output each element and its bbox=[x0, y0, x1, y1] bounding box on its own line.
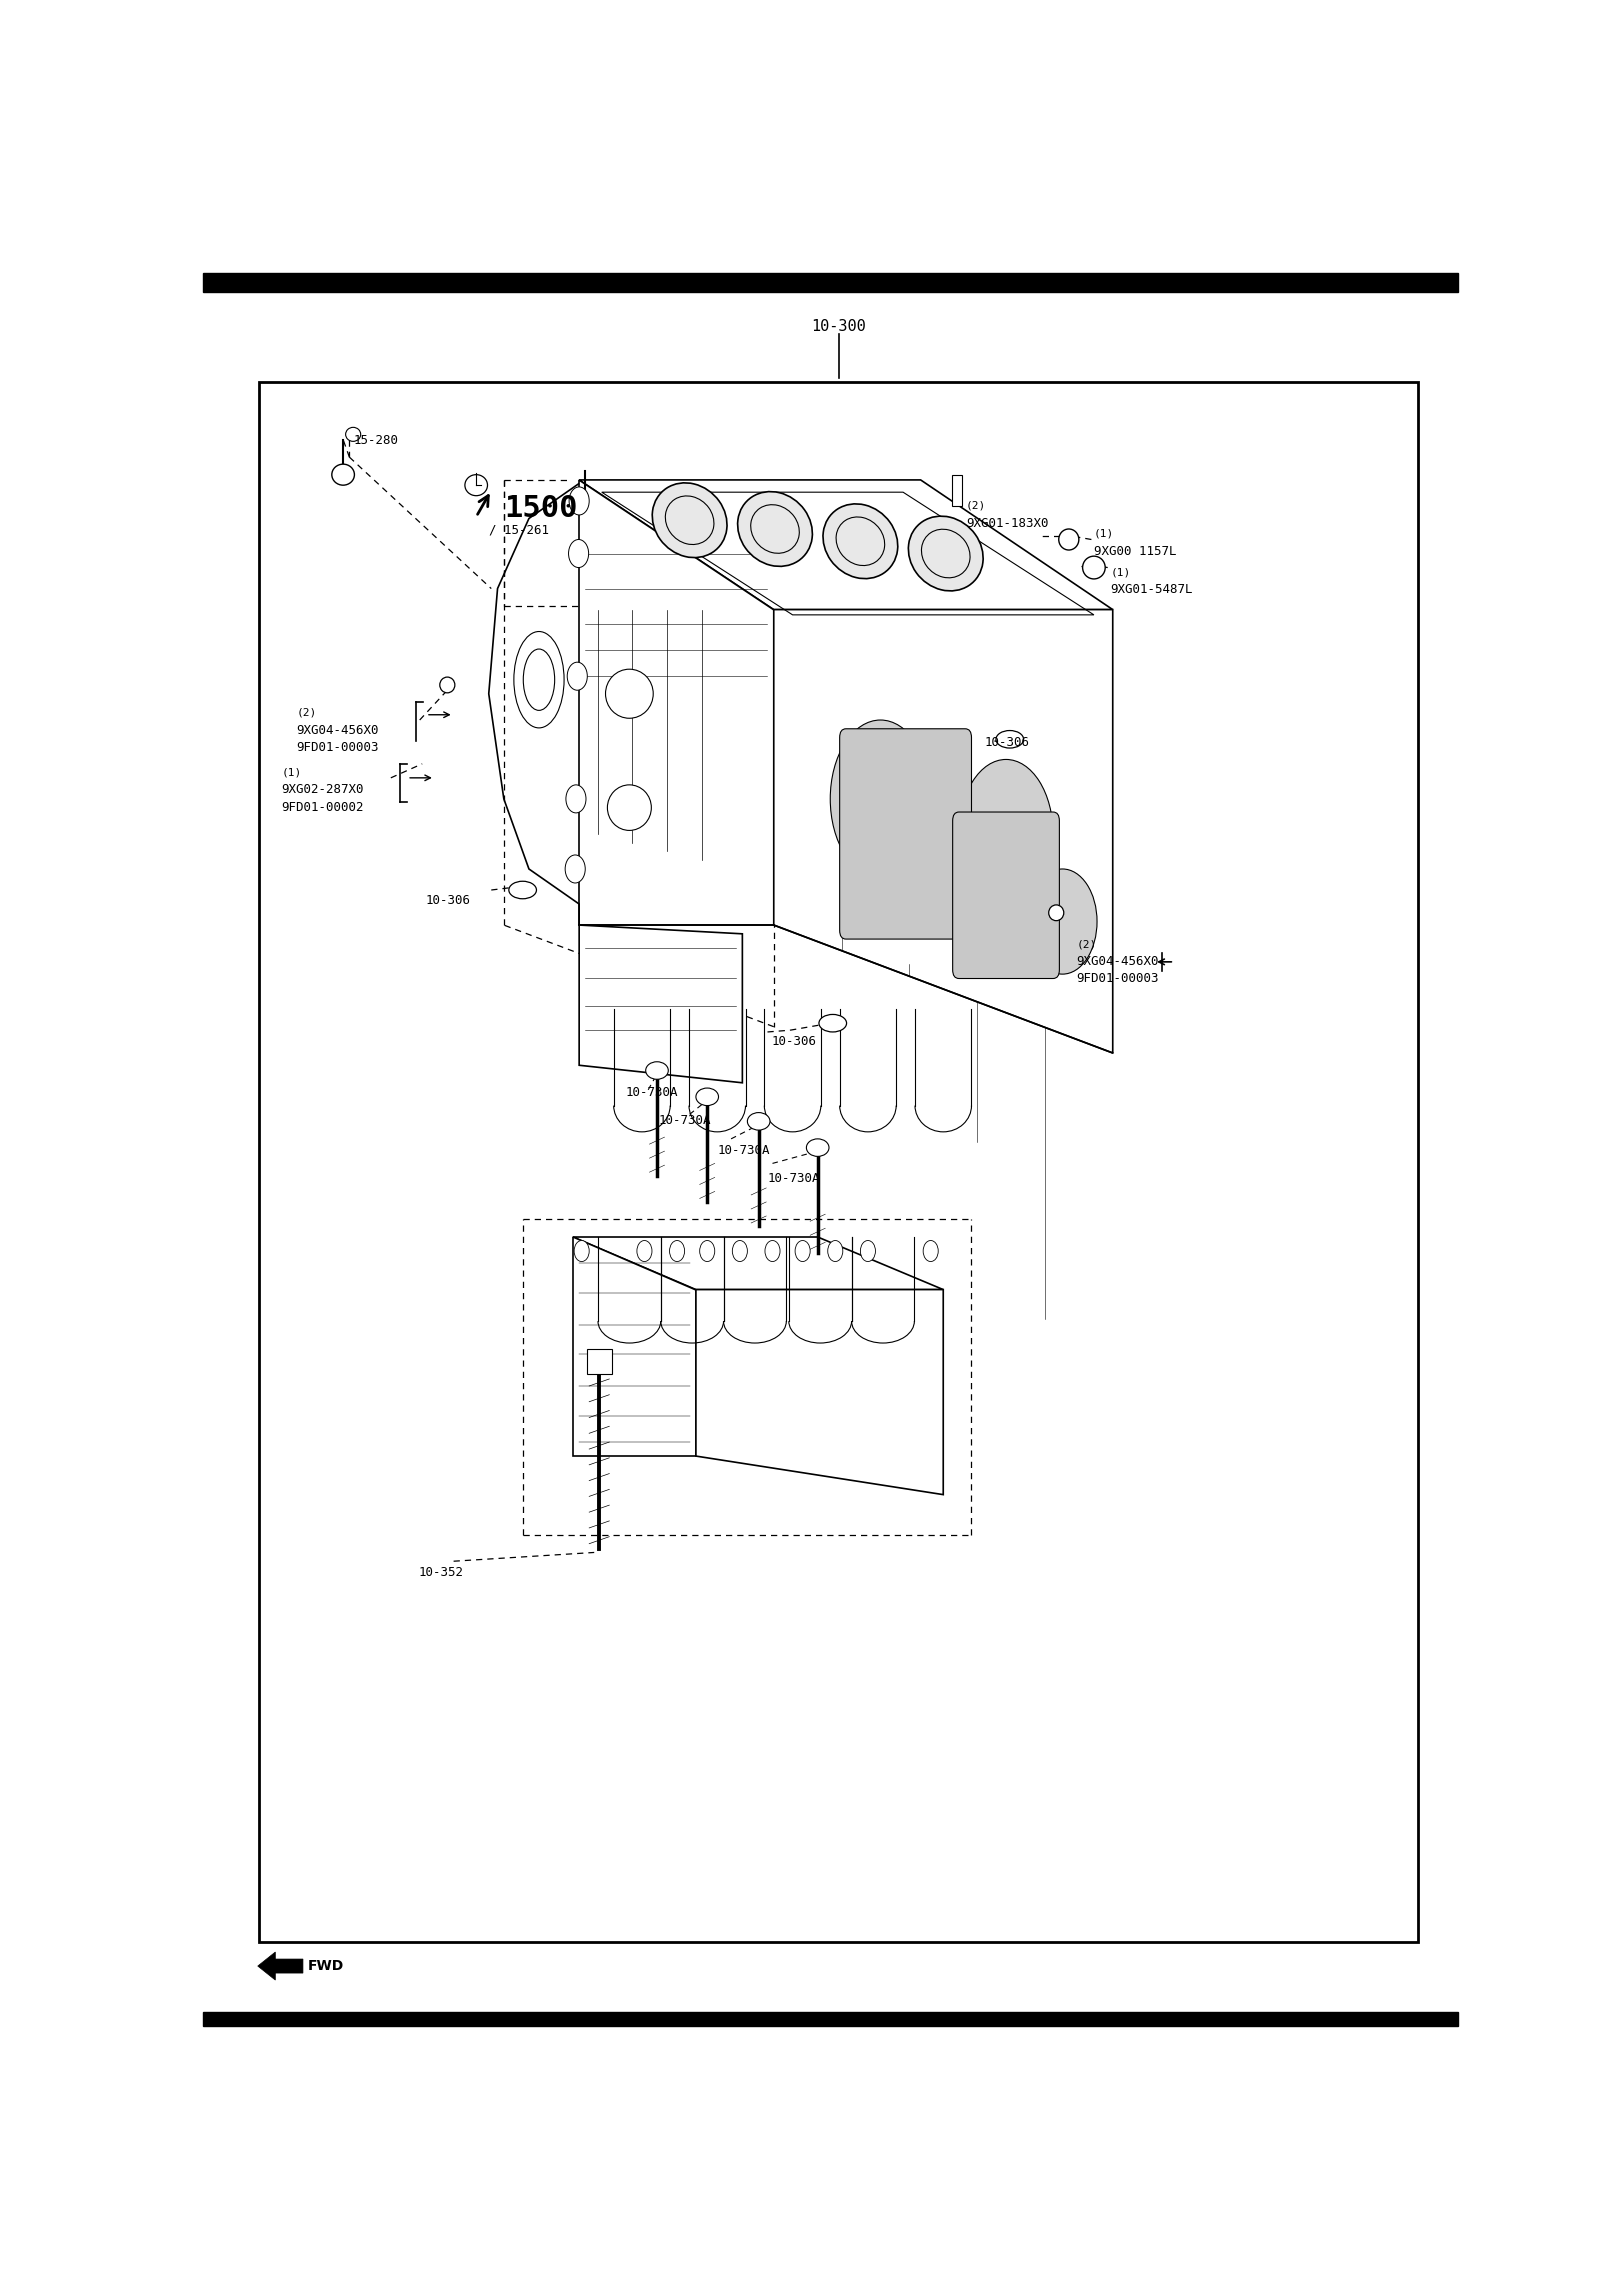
Ellipse shape bbox=[807, 1138, 829, 1156]
Circle shape bbox=[573, 1240, 590, 1261]
Ellipse shape bbox=[608, 785, 651, 831]
Text: (2): (2) bbox=[1076, 940, 1097, 949]
Text: (1): (1) bbox=[1094, 528, 1115, 539]
Circle shape bbox=[565, 856, 585, 883]
Circle shape bbox=[569, 539, 588, 567]
Ellipse shape bbox=[653, 483, 727, 558]
Ellipse shape bbox=[606, 669, 653, 719]
Circle shape bbox=[828, 1240, 842, 1261]
Ellipse shape bbox=[829, 719, 930, 879]
Circle shape bbox=[732, 1240, 747, 1261]
Ellipse shape bbox=[345, 428, 361, 442]
Text: 9FD01-00003: 9FD01-00003 bbox=[1076, 972, 1158, 986]
Circle shape bbox=[565, 785, 586, 813]
Bar bbox=[202, 273, 1458, 291]
Circle shape bbox=[923, 1240, 938, 1261]
Text: 9FD01-00003: 9FD01-00003 bbox=[296, 742, 379, 753]
Ellipse shape bbox=[959, 760, 1053, 908]
Ellipse shape bbox=[514, 630, 564, 728]
Ellipse shape bbox=[1082, 555, 1105, 578]
Text: FWD: FWD bbox=[308, 1960, 343, 1973]
Ellipse shape bbox=[1059, 528, 1079, 551]
Text: 9XG01-183X0: 9XG01-183X0 bbox=[966, 517, 1048, 530]
Text: 9XG01-5487L: 9XG01-5487L bbox=[1110, 583, 1192, 596]
Text: (1): (1) bbox=[1110, 567, 1131, 578]
Polygon shape bbox=[573, 1238, 697, 1457]
Ellipse shape bbox=[823, 503, 897, 578]
Ellipse shape bbox=[737, 492, 812, 567]
Text: 10-730A: 10-730A bbox=[658, 1115, 711, 1127]
Ellipse shape bbox=[820, 1015, 847, 1031]
Circle shape bbox=[567, 662, 588, 690]
Circle shape bbox=[700, 1240, 714, 1261]
Text: 9XG04-456X0: 9XG04-456X0 bbox=[1076, 956, 1158, 967]
Bar bbox=[259, 382, 1418, 1941]
Circle shape bbox=[795, 1240, 810, 1261]
Text: (1): (1) bbox=[282, 767, 301, 778]
Ellipse shape bbox=[509, 881, 536, 899]
Circle shape bbox=[669, 1240, 685, 1261]
Text: 9FD01-00002: 9FD01-00002 bbox=[282, 801, 364, 813]
FancyBboxPatch shape bbox=[839, 728, 972, 940]
Text: (2): (2) bbox=[966, 501, 987, 510]
Text: 10-730A: 10-730A bbox=[625, 1086, 679, 1099]
Ellipse shape bbox=[646, 1061, 669, 1079]
Polygon shape bbox=[580, 480, 1113, 610]
Text: 10-306: 10-306 bbox=[771, 1036, 816, 1049]
Circle shape bbox=[569, 487, 590, 514]
Bar bbox=[586, 1350, 612, 1375]
Circle shape bbox=[765, 1240, 781, 1261]
Ellipse shape bbox=[747, 1113, 770, 1131]
Polygon shape bbox=[774, 610, 1113, 1054]
Bar bbox=[202, 2012, 1458, 2026]
Text: 10-352: 10-352 bbox=[418, 1566, 463, 1580]
Ellipse shape bbox=[1048, 906, 1064, 922]
Text: 1500: 1500 bbox=[504, 494, 577, 523]
Polygon shape bbox=[697, 1290, 943, 1495]
Text: (2): (2) bbox=[296, 708, 318, 717]
Text: 10-306: 10-306 bbox=[985, 735, 1030, 749]
Polygon shape bbox=[573, 1238, 943, 1290]
Text: 10-300: 10-300 bbox=[812, 319, 867, 335]
Polygon shape bbox=[580, 480, 774, 924]
Text: 9XG04-456X0: 9XG04-456X0 bbox=[296, 724, 379, 737]
Ellipse shape bbox=[439, 676, 455, 692]
Text: 10-730A: 10-730A bbox=[768, 1172, 820, 1186]
Text: 9XG02-287X0: 9XG02-287X0 bbox=[282, 783, 364, 797]
Polygon shape bbox=[258, 1953, 303, 1980]
Ellipse shape bbox=[1029, 869, 1097, 974]
Text: 10-730A: 10-730A bbox=[718, 1145, 769, 1156]
Ellipse shape bbox=[909, 517, 983, 592]
Text: 15-280: 15-280 bbox=[353, 435, 399, 448]
Text: / 15-261: / 15-261 bbox=[489, 523, 549, 537]
Polygon shape bbox=[580, 924, 742, 1083]
Text: 10-306: 10-306 bbox=[426, 894, 471, 906]
Ellipse shape bbox=[332, 464, 355, 485]
Text: 9XG00 1157L: 9XG00 1157L bbox=[1094, 544, 1176, 558]
Ellipse shape bbox=[996, 731, 1024, 749]
FancyBboxPatch shape bbox=[953, 813, 1059, 979]
Circle shape bbox=[860, 1240, 875, 1261]
Circle shape bbox=[637, 1240, 651, 1261]
Ellipse shape bbox=[697, 1088, 719, 1106]
Bar bbox=[953, 476, 962, 505]
